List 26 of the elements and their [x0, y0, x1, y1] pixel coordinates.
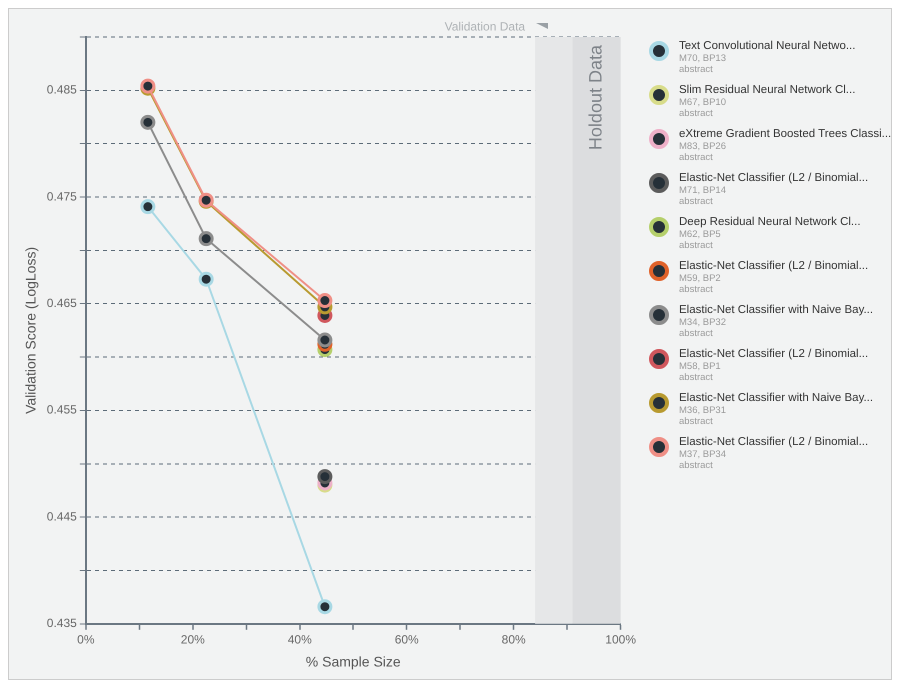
y-tick-label: 0.475	[46, 189, 78, 204]
legend-label: eXtreme Gradient Boosted Trees Classi... M83, BP26 abstract	[679, 127, 892, 163]
band-label: Validation Data	[444, 19, 526, 34]
x-tick-label: 80%	[502, 632, 526, 646]
y-axis-title: Validation Score (LogLoss)	[22, 246, 38, 414]
legend-label: Slim Residual Neural Network Cl... M67, BP10 abstract	[679, 83, 856, 119]
y-tick-label: 0.465	[46, 296, 78, 310]
x-tick-label: 40%	[288, 632, 312, 646]
legend-label: Deep Residual Neural Network Cl... M62, BP5 abstract	[679, 215, 861, 251]
x-tick-label: 20%	[180, 632, 206, 646]
x-axis-title: % Sample Size	[306, 653, 401, 670]
band-label: Holdout Data	[586, 44, 606, 150]
x-tick-label: 100%	[605, 632, 636, 646]
y-tick-label: 0.455	[46, 402, 78, 417]
legend-label: Elastic-Net Classifier (L2 / Binomial... M59, BP2 abstract	[679, 259, 868, 295]
legend-label: Elastic-Net Classifier with Naive Bay... M36, BP31 abstract	[679, 391, 874, 427]
legend-label: Elastic-Net Classifier (L2 / Binomial... M58, BP1 abstract	[679, 347, 868, 383]
x-tick-label: 0%	[77, 632, 95, 646]
legend-label: Elastic-Net Classifier (L2 / Binomial... M37, BP34 abstract	[679, 435, 868, 471]
x-tick-label: 60%	[394, 632, 420, 646]
legend-label: Elastic-Net Classifier (L2 / Binomial... M71, BP14 abstract	[679, 171, 868, 207]
legend-label: Text Convolutional Neural Netwo... M70, BP13 abstract	[679, 39, 856, 75]
y-tick-label: 0.485	[46, 82, 78, 97]
legend-label: Elastic-Net Classifier with Naive Bay... M34, BP32 abstract	[679, 303, 874, 339]
y-tick-label: 0.435	[46, 616, 78, 630]
y-tick-label: 0.445	[46, 509, 78, 524]
